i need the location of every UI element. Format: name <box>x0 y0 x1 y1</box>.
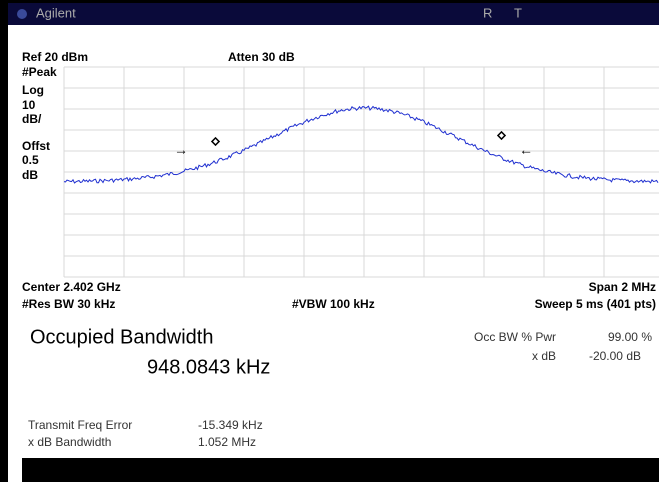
param-value: -20.00 dB <box>589 349 641 363</box>
softkey-bar <box>22 458 659 482</box>
vbw: #VBW 100 kHz <box>292 297 375 311</box>
ref-level: Ref 20 dBm <box>22 50 88 64</box>
scale-label: #Peak <box>22 65 57 79</box>
left-border <box>0 0 8 482</box>
attenuation: Atten 30 dB <box>228 50 295 64</box>
res-bw: #Res BW 30 kHz <box>22 297 115 311</box>
brand: Agilent <box>36 5 76 20</box>
metric-value: -15.349 kHz <box>198 418 263 432</box>
scale-label: Offst <box>22 139 50 153</box>
metric-label: Transmit Freq Error <box>28 418 132 432</box>
grid <box>63 66 659 278</box>
top-border <box>0 0 659 3</box>
metric-label: x dB Bandwidth <box>28 435 111 449</box>
span: Span 2 MHz <box>589 280 656 294</box>
param-label: Occ BW % Pwr <box>474 330 556 344</box>
scale-label: 0.5 <box>22 153 39 167</box>
marker-arrow: → <box>174 142 188 158</box>
param-value: 99.00 % <box>608 330 652 344</box>
center-freq: Center 2.402 GHz <box>22 280 121 294</box>
indicator: R <box>483 5 492 20</box>
param-label: x dB <box>532 349 556 363</box>
marker <box>210 136 221 147</box>
scale-label: dB <box>22 168 38 182</box>
sweep: Sweep 5 ms (401 pts) <box>535 297 656 311</box>
scale-label: dB/ <box>22 112 42 126</box>
indicator: T <box>514 5 522 20</box>
title-bar <box>8 3 659 25</box>
result-title: Occupied Bandwidth <box>30 326 213 348</box>
logo <box>17 9 27 19</box>
marker-arrow: ← <box>519 142 533 158</box>
marker <box>496 130 507 141</box>
scale-label: Log <box>22 83 44 97</box>
trace <box>63 105 659 184</box>
scale-label: 10 <box>22 98 36 112</box>
metric-value: 1.052 MHz <box>198 435 256 449</box>
result-value: 948.0843 kHz <box>147 356 270 378</box>
